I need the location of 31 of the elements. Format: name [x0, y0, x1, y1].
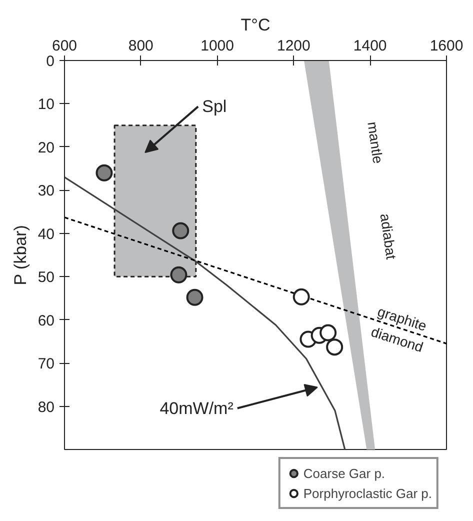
x-tick-label: 800 [128, 38, 154, 54]
point [326, 338, 344, 356]
x-tick-label: 1600 [430, 38, 464, 54]
legend-label: Coarse Gar p. [303, 466, 386, 480]
x-tick-label: 1000 [200, 38, 234, 54]
x-axis-title: T°C [240, 16, 270, 34]
legend-label: Porphyroclastic Gar p. [303, 486, 432, 500]
point [320, 324, 337, 342]
y-tick-label: 30 [38, 182, 55, 200]
y-tick-label: 0 [46, 53, 54, 70]
line-series [64, 176, 346, 450]
y-tick-label: 80 [38, 398, 55, 416]
x-tick-label: 1400 [353, 38, 387, 54]
y-tick-label: 50 [38, 269, 55, 286]
annotation: Spl [202, 97, 227, 116]
point [96, 164, 113, 182]
point [186, 288, 204, 306]
y-tick-label: 40 [38, 226, 55, 243]
y-tick-label: 70 [38, 356, 55, 373]
point [172, 222, 190, 240]
annotation: mantle [364, 120, 386, 165]
annotation: adiabat [377, 212, 400, 260]
x-tick-label: 1200 [277, 38, 310, 54]
annotation: 40mW/m² [160, 398, 234, 418]
point [292, 288, 310, 306]
x-tick-label: 600 [52, 38, 78, 54]
y-tick-label: 60 [38, 312, 55, 330]
y-axis-title: P (kbar) [10, 225, 30, 286]
point [170, 266, 188, 284]
y-tick-label: 20 [38, 139, 55, 156]
y-tick-label: 10 [38, 96, 55, 114]
